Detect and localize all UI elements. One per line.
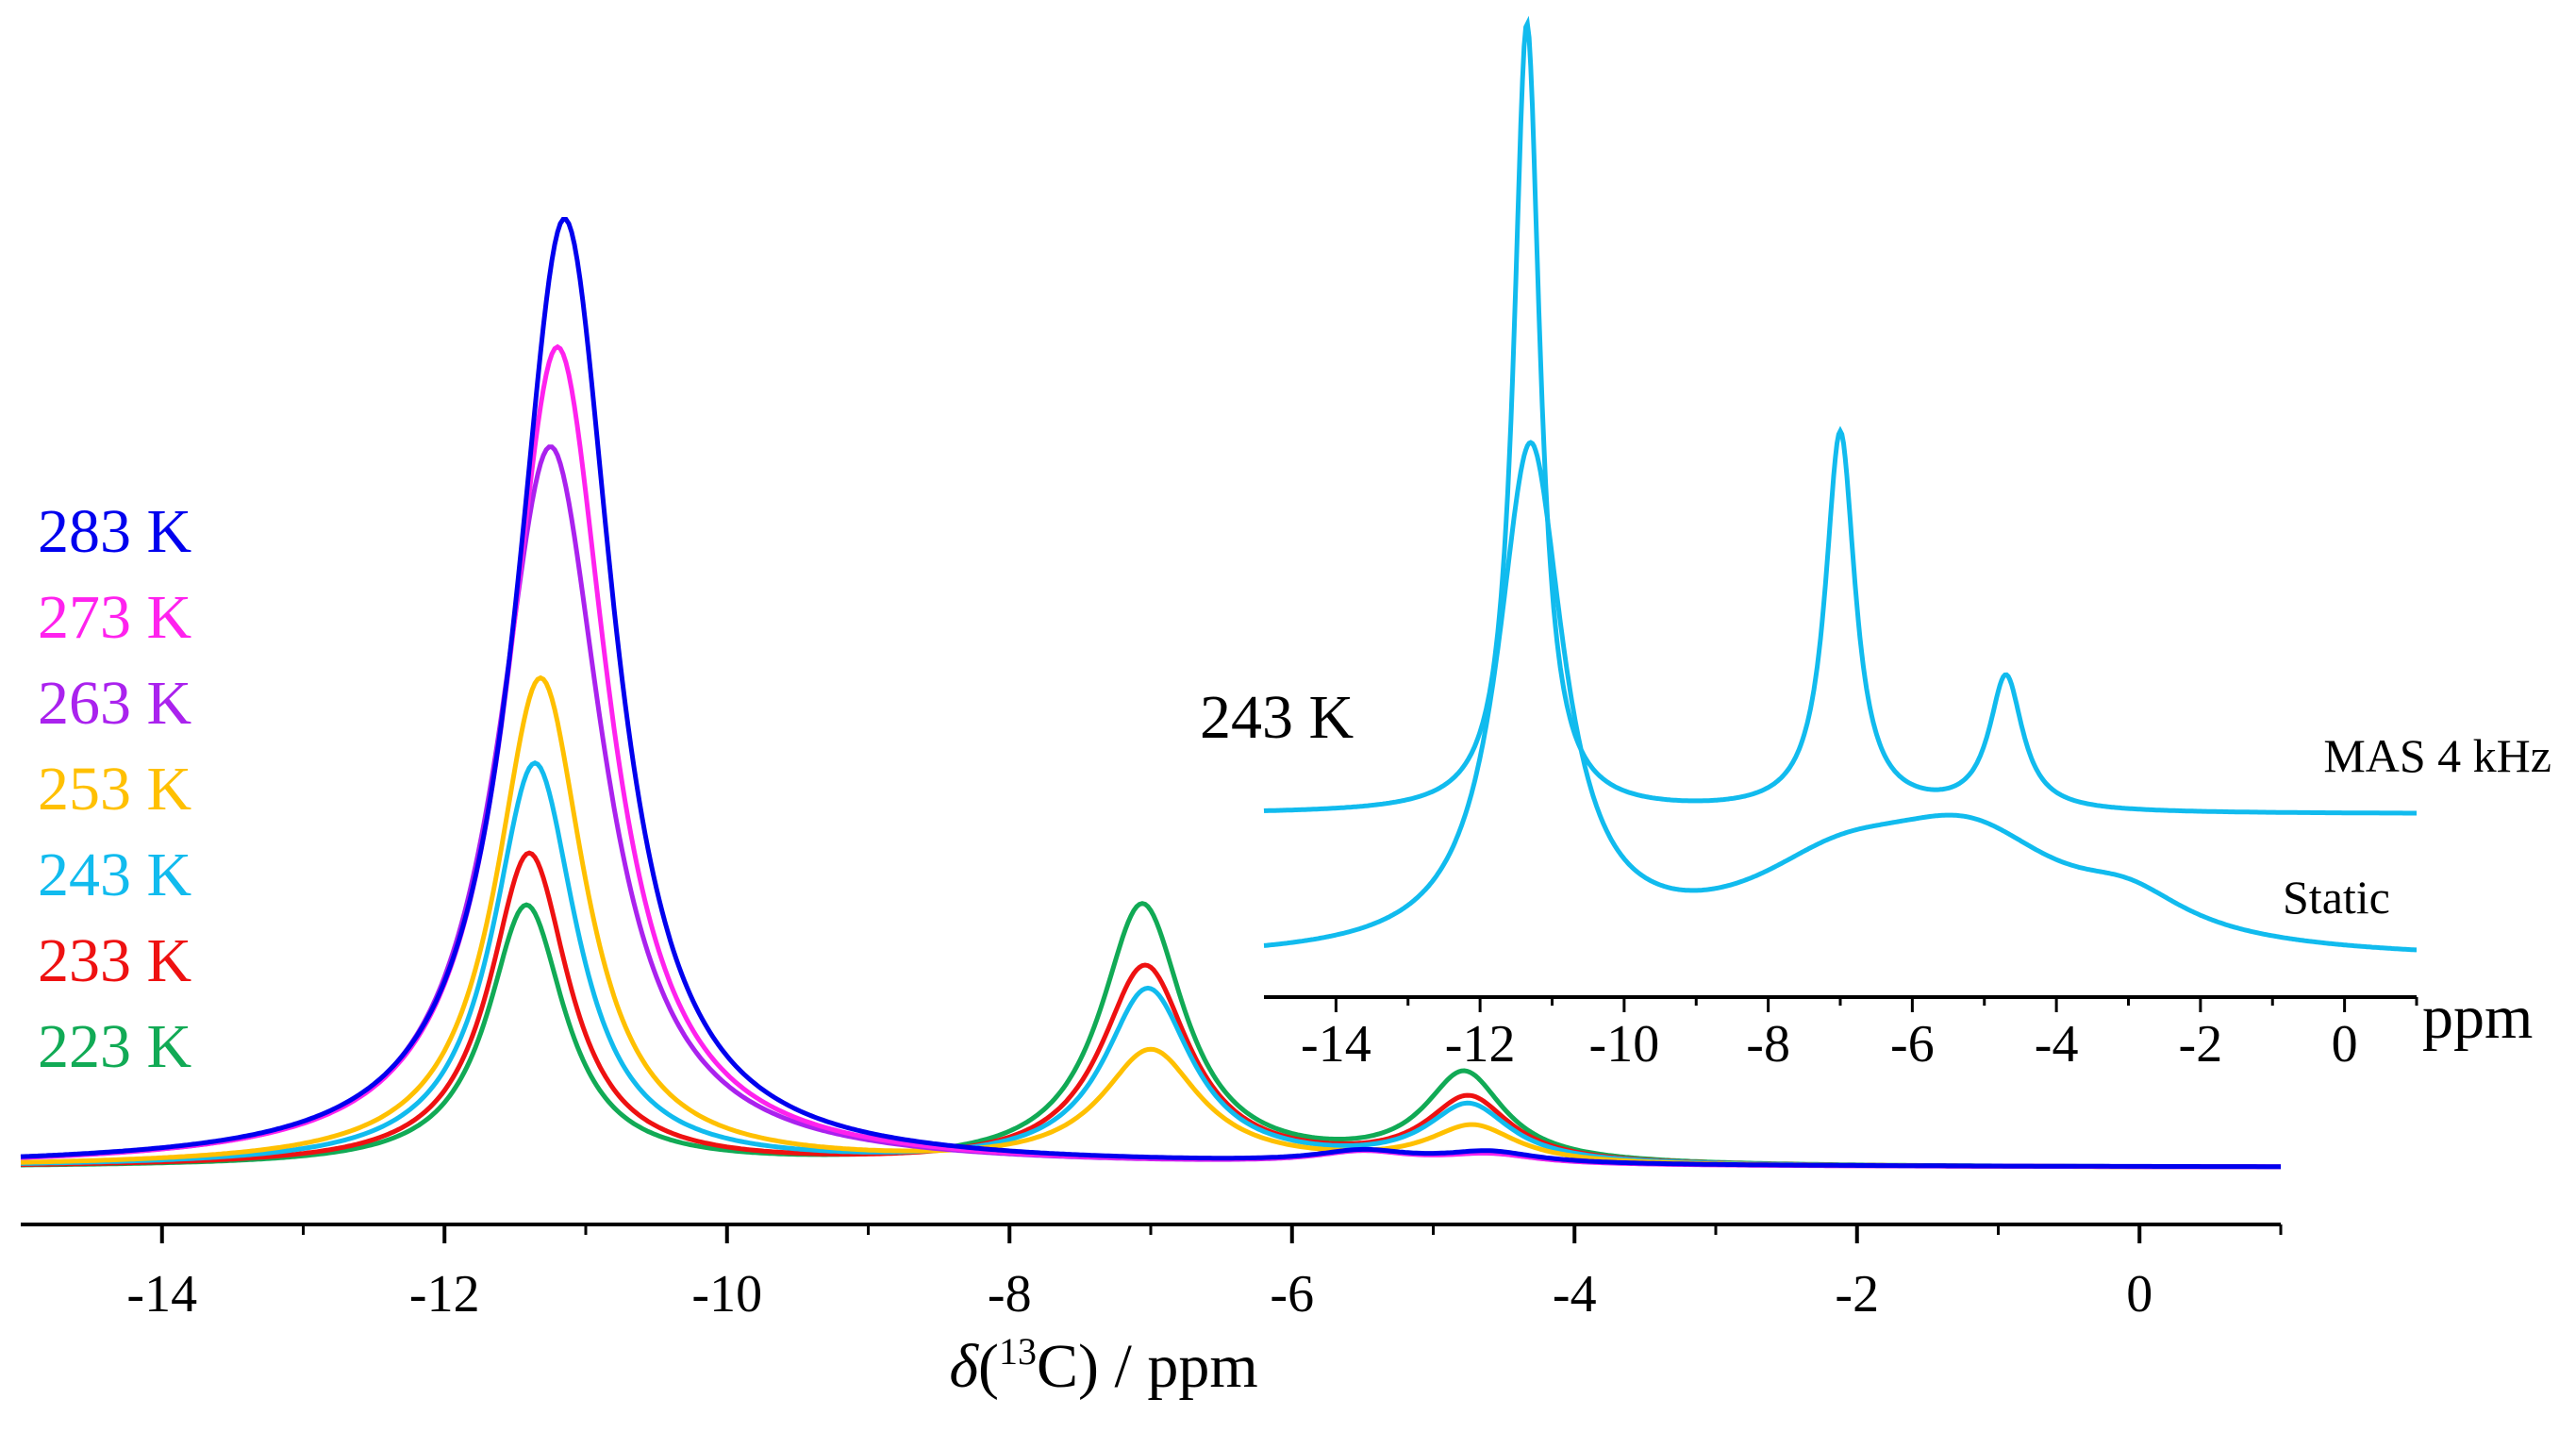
main-x-tick-label: -4 xyxy=(1553,1265,1597,1324)
x-axis-title-open: ( xyxy=(978,1332,999,1401)
main-x-tick-label: -6 xyxy=(1270,1265,1314,1324)
inset-chart: -14 -12 -10 -8 -6 -4 -2 0 ppm 243 K MAS 4 kHz S… xyxy=(1200,15,2551,1074)
inset-x-tick-label: 0 xyxy=(2332,1015,2358,1074)
legend-entry-243-k: 243 K xyxy=(38,841,191,909)
temperature-legend: 283 K 273 K 263 K 253 K 243 K 233 K 223 K xyxy=(38,497,191,1081)
legend-entry-283-k: 283 K xyxy=(38,497,191,566)
inset-x-tick-label: -2 xyxy=(2179,1015,2223,1074)
inset-trace-label-static: Static xyxy=(2283,871,2390,924)
inset-x-axis-title: ppm xyxy=(2422,983,2533,1052)
main-spectra-traces xyxy=(20,217,2281,1170)
main-x-tick-label: -8 xyxy=(988,1265,1032,1324)
inset-x-tick-label: -4 xyxy=(2035,1015,2079,1074)
inset-temperature-label: 243 K xyxy=(1200,683,1354,752)
legend-entry-263-k: 263 K xyxy=(38,669,191,738)
spectrum-line-273-k xyxy=(20,343,2281,1170)
inset-spectrum-line-static xyxy=(1263,440,2417,953)
main-x-tick-label: 0 xyxy=(2126,1265,2152,1324)
spectrum-line-263-k xyxy=(20,444,2281,1170)
x-axis-title-superscript: 13 xyxy=(999,1330,1037,1373)
main-x-tick-label: -14 xyxy=(126,1265,197,1324)
legend-entry-273-k: 273 K xyxy=(38,583,191,652)
inset-x-tick-label: -6 xyxy=(1890,1015,1935,1074)
x-axis-title-rest: C) / ppm xyxy=(1037,1332,1258,1401)
spectrum-line-283-k xyxy=(20,217,2281,1170)
legend-entry-223-k: 223 K xyxy=(38,1012,191,1081)
inset-x-tick-label: -10 xyxy=(1589,1015,1660,1074)
x-axis-title-symbol: δ xyxy=(949,1332,979,1401)
inset-x-tick-label: -12 xyxy=(1445,1015,1516,1074)
main-x-tick-label: -2 xyxy=(1835,1265,1879,1324)
main-x-tick-label: -12 xyxy=(409,1265,480,1324)
inset-spectra-traces xyxy=(1263,15,2417,953)
spectrum-line-233-k xyxy=(21,850,2281,1170)
main-x-axis: -14 -12 -10 -8 -6 -4 -2 0 xyxy=(21,1223,2283,1324)
legend-entry-233-k: 233 K xyxy=(38,926,191,995)
inset-x-tick-label: -8 xyxy=(1746,1015,1790,1074)
main-x-axis-title: δ(13C) / ppm xyxy=(949,1330,1257,1401)
inset-x-axis: -14 -12 -10 -8 -6 -4 -2 0 xyxy=(1264,995,2418,1074)
inset-spectrum-line-mas-4-khz xyxy=(1263,15,2417,816)
inset-x-tick-label: -14 xyxy=(1301,1015,1371,1074)
legend-entry-253-k: 253 K xyxy=(38,755,191,824)
main-x-tick-label: -10 xyxy=(691,1265,762,1324)
inset-trace-label-mas: MAS 4 kHz xyxy=(2323,729,2551,782)
